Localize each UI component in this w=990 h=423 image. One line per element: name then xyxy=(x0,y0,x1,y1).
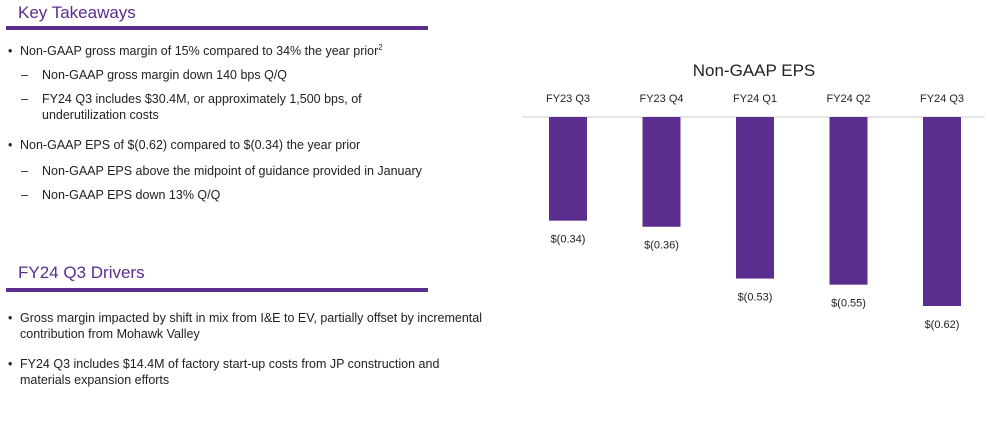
category-label: FY24 Q1 xyxy=(733,93,777,105)
drivers-title: FY24 Q3 Drivers xyxy=(18,263,145,282)
eps-bar xyxy=(549,117,587,221)
driver-factory-startup: FY24 Q3 includes $14.4M of factory start… xyxy=(8,356,440,388)
takeaway-gross-margin-text: Non-GAAP gross margin of 15% compared to… xyxy=(20,44,379,58)
takeaway-eps-qq: Non-GAAP EPS down 13% Q/Q xyxy=(8,187,488,203)
value-label: $(0.34) xyxy=(551,234,586,246)
takeaway-gross-margin-qq: Non-GAAP gross margin down 140 bps Q/Q xyxy=(8,67,488,83)
takeaway-eps: Non-GAAP EPS of $(0.62) compared to $(0.… xyxy=(8,137,488,153)
eps-bar xyxy=(923,117,961,306)
drivers-list: Gross margin impacted by shift in mix fr… xyxy=(8,310,488,388)
value-label: $(0.53) xyxy=(738,292,773,304)
category-label: FY24 Q2 xyxy=(826,93,870,105)
value-label: $(0.62) xyxy=(925,319,960,331)
eps-bar xyxy=(736,117,774,279)
takeaway-eps-guidance: Non-GAAP EPS above the midpoint of guida… xyxy=(8,163,452,179)
footnote-marker: 2 xyxy=(378,42,383,52)
eps-bar xyxy=(829,117,868,285)
eps-bar xyxy=(642,117,681,227)
value-label: $(0.36) xyxy=(644,240,679,252)
key-takeaways-rule xyxy=(6,26,428,30)
key-takeaways-list: Non-GAAP gross margin of 15% compared to… xyxy=(8,43,488,203)
category-label: FY24 Q3 xyxy=(920,93,964,105)
value-label: $(0.55) xyxy=(831,298,866,310)
chart-title: Non-GAAP EPS xyxy=(693,61,816,80)
drivers-rule xyxy=(6,288,428,292)
category-label: FY23 Q4 xyxy=(639,93,683,105)
takeaway-gross-margin: Non-GAAP gross margin of 15% compared to… xyxy=(8,43,488,59)
takeaway-underutilization: FY24 Q3 includes $30.4M, or approximatel… xyxy=(8,91,422,123)
key-takeaways-title: Key Takeaways xyxy=(18,3,136,22)
driver-gross-margin-mix: Gross margin impacted by shift in mix fr… xyxy=(8,310,488,342)
category-label: FY23 Q3 xyxy=(546,93,590,105)
chart-marks: FY23 Q3 $(0.34) FY23 Q4 $(0.36) FY24 Q1 $(0.5… xyxy=(546,93,964,331)
